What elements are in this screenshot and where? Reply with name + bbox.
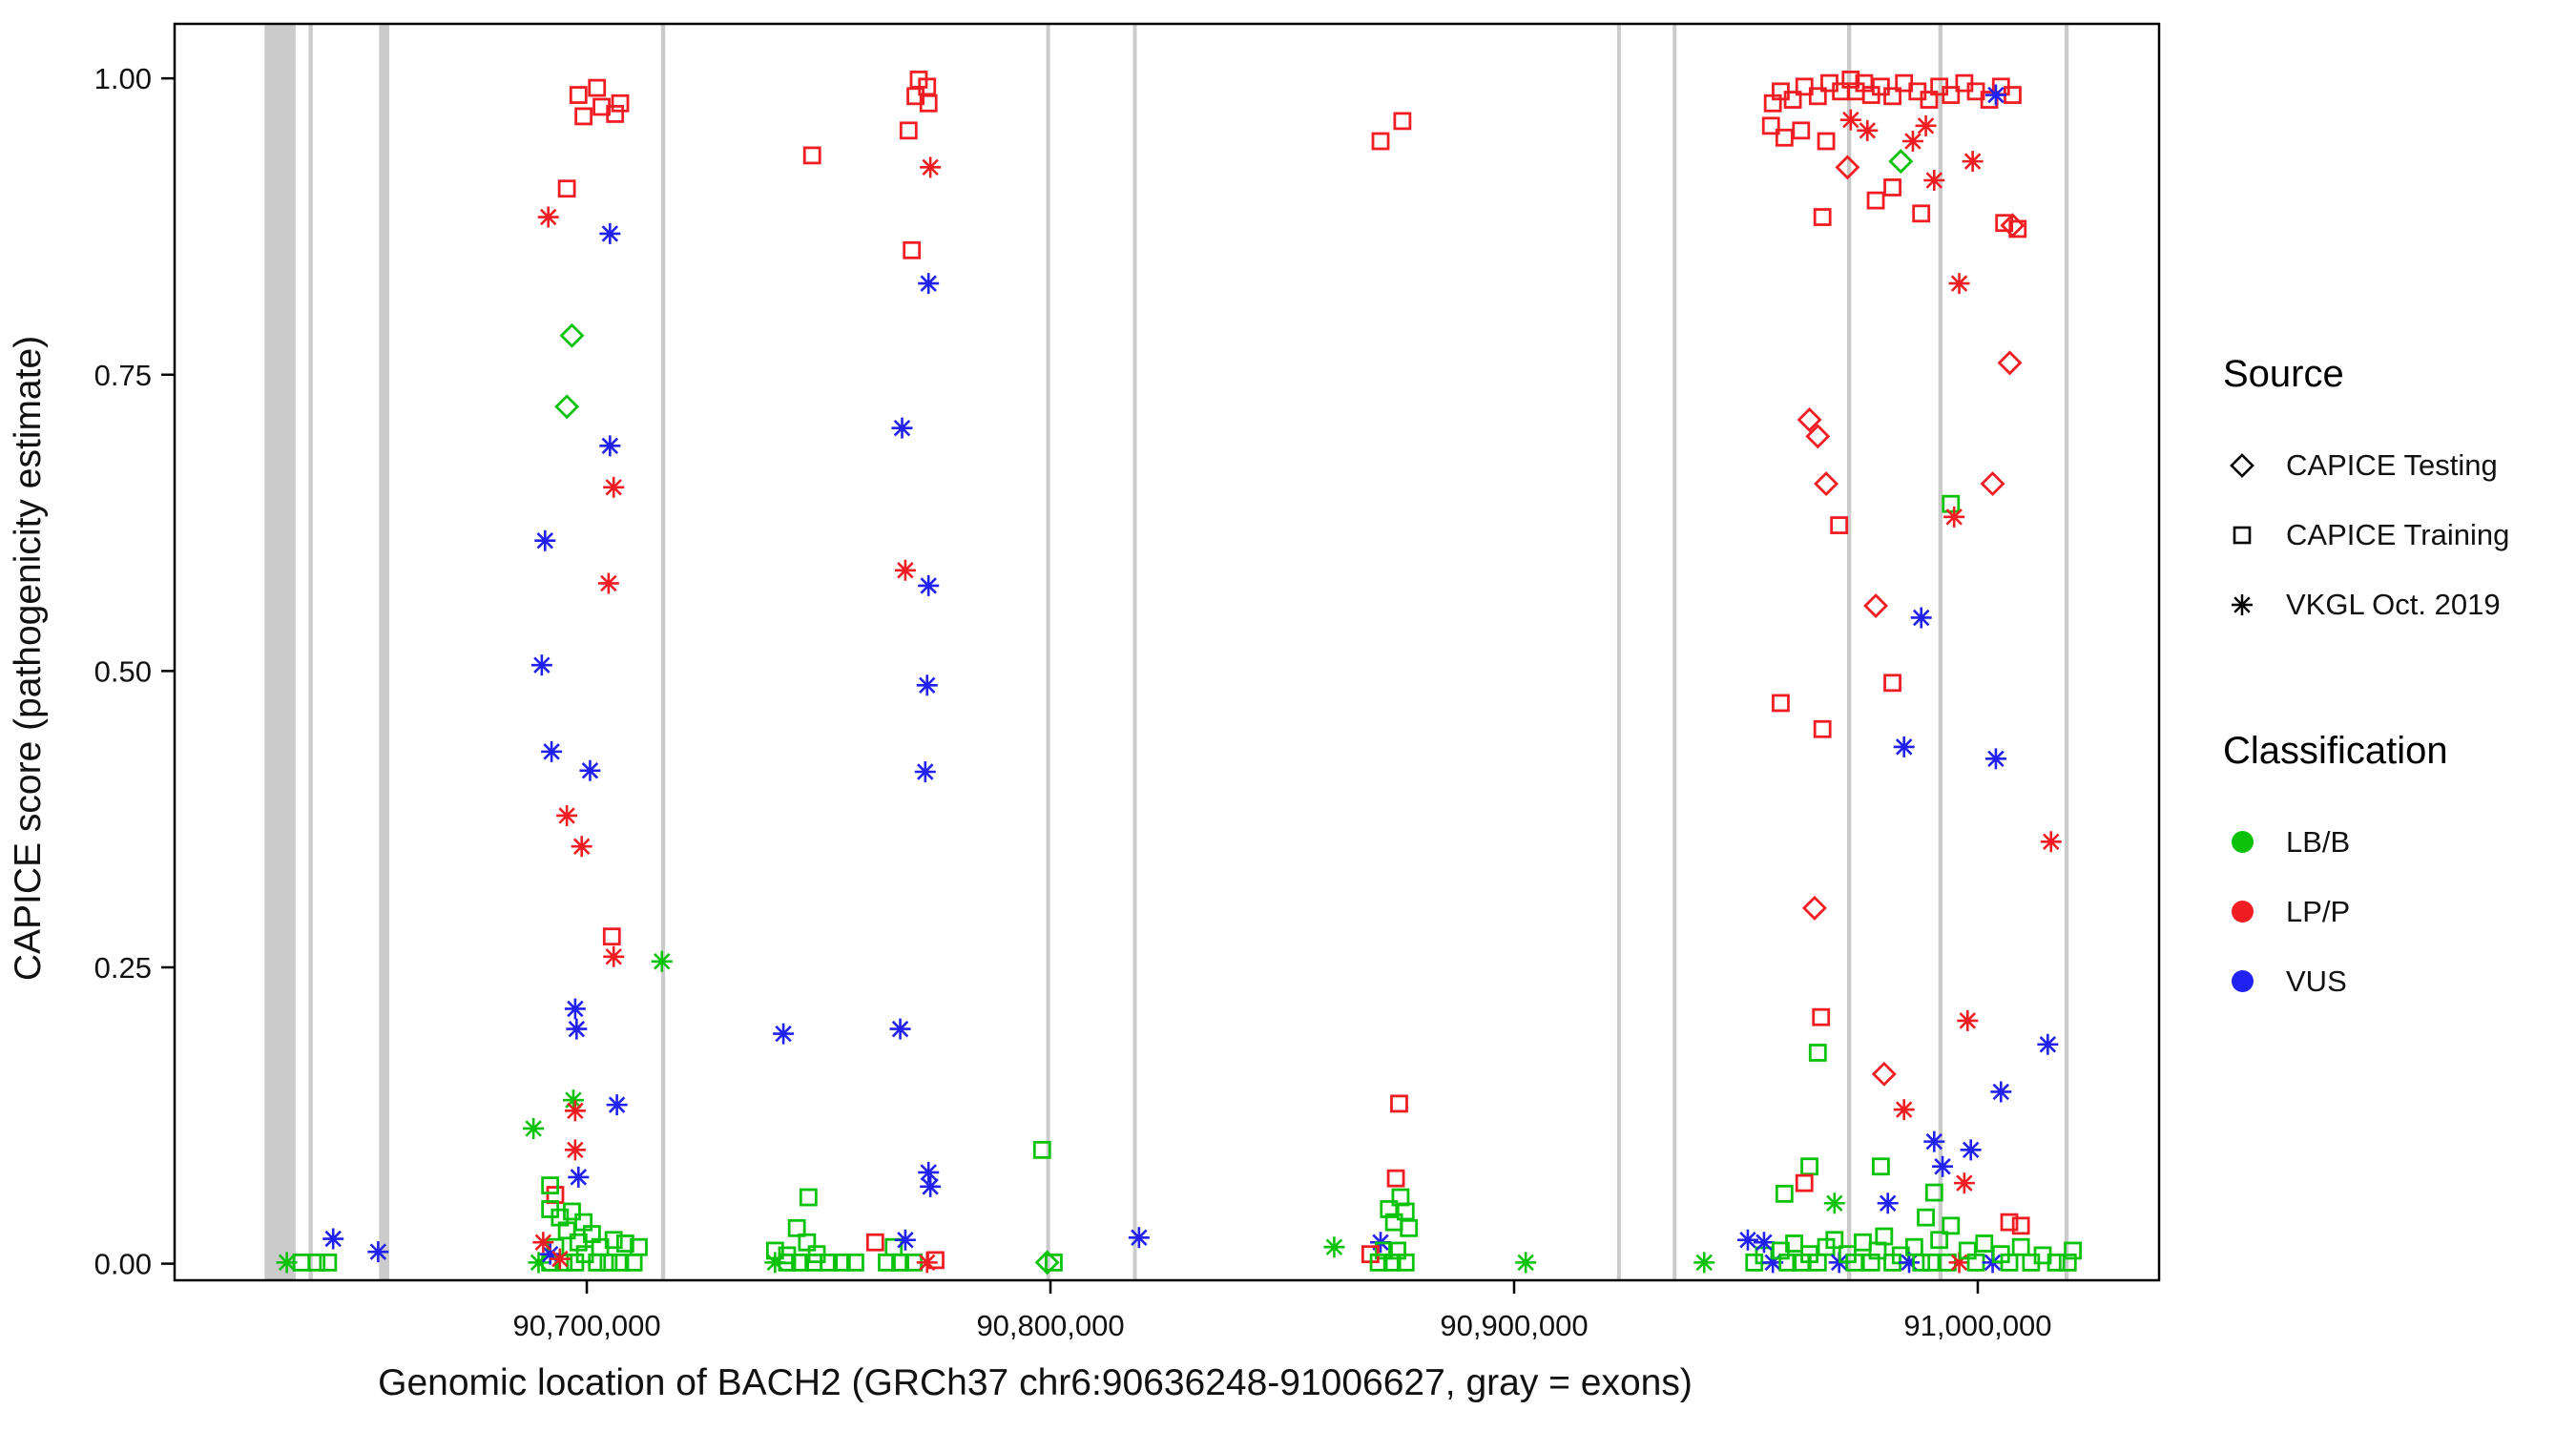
svg-text:90,700,000: 90,700,000 [512,1309,660,1342]
legend-label: LP/P [2286,894,2351,928]
legend-classification-title: Classification [2223,730,2448,772]
legend-source-title: Source [2223,353,2344,395]
svg-text:0.00: 0.00 [94,1248,152,1281]
legend-item-capice-training: CAPICE Training [2223,500,2509,570]
red-dot-icon [2231,901,2254,923]
svg-text:91,000,000: 91,000,000 [1903,1309,2051,1342]
legend-source: Source CAPICE Testing CAPICE Training [2223,353,2509,639]
legend-item-lpp: LP/P [2223,877,2509,946]
legend-label: VUS [2286,964,2347,998]
svg-text:90,800,000: 90,800,000 [976,1309,1124,1342]
x-axis-title: Genomic location of BACH2 (GRCh37 chr6:9… [378,1362,1693,1403]
axes: 90,700,000 90,800,000 90,900,000 91,000,000… [94,62,2052,1342]
legend-item-lbb: LB/B [2223,807,2509,877]
legend-classification: Classification LB/B LP/P VUS [2223,730,2509,1016]
square-icon [2223,519,2261,551]
legend-item-capice-testing: CAPICE Testing [2223,430,2509,500]
asterisk-icon [2223,589,2261,621]
svg-text:0.50: 0.50 [94,654,152,688]
legend: Source CAPICE Testing CAPICE Training [2223,353,2509,1016]
panel-border [173,22,2161,1282]
diamond-icon [2223,449,2261,482]
data-points [276,70,2083,1275]
svg-text:0.25: 0.25 [94,951,152,985]
legend-item-vkgl: VKGL Oct. 2019 [2223,570,2509,639]
svg-text:0.75: 0.75 [94,359,152,392]
legend-label: VKGL Oct. 2019 [2286,587,2501,621]
y-axis-title: CAPICE score (pathogenicity estimate) [8,336,49,981]
svg-text:1.00: 1.00 [94,62,152,95]
blue-dot-icon [2231,970,2254,992]
legend-label: CAPICE Training [2286,517,2510,551]
green-dot-icon [2231,831,2254,853]
exon-bands [264,24,2069,1280]
svg-text:90,900,000: 90,900,000 [1440,1309,1588,1342]
legend-label: LB/B [2286,824,2351,859]
legend-label: CAPICE Testing [2286,447,2498,482]
legend-item-vus: VUS [2223,946,2509,1016]
